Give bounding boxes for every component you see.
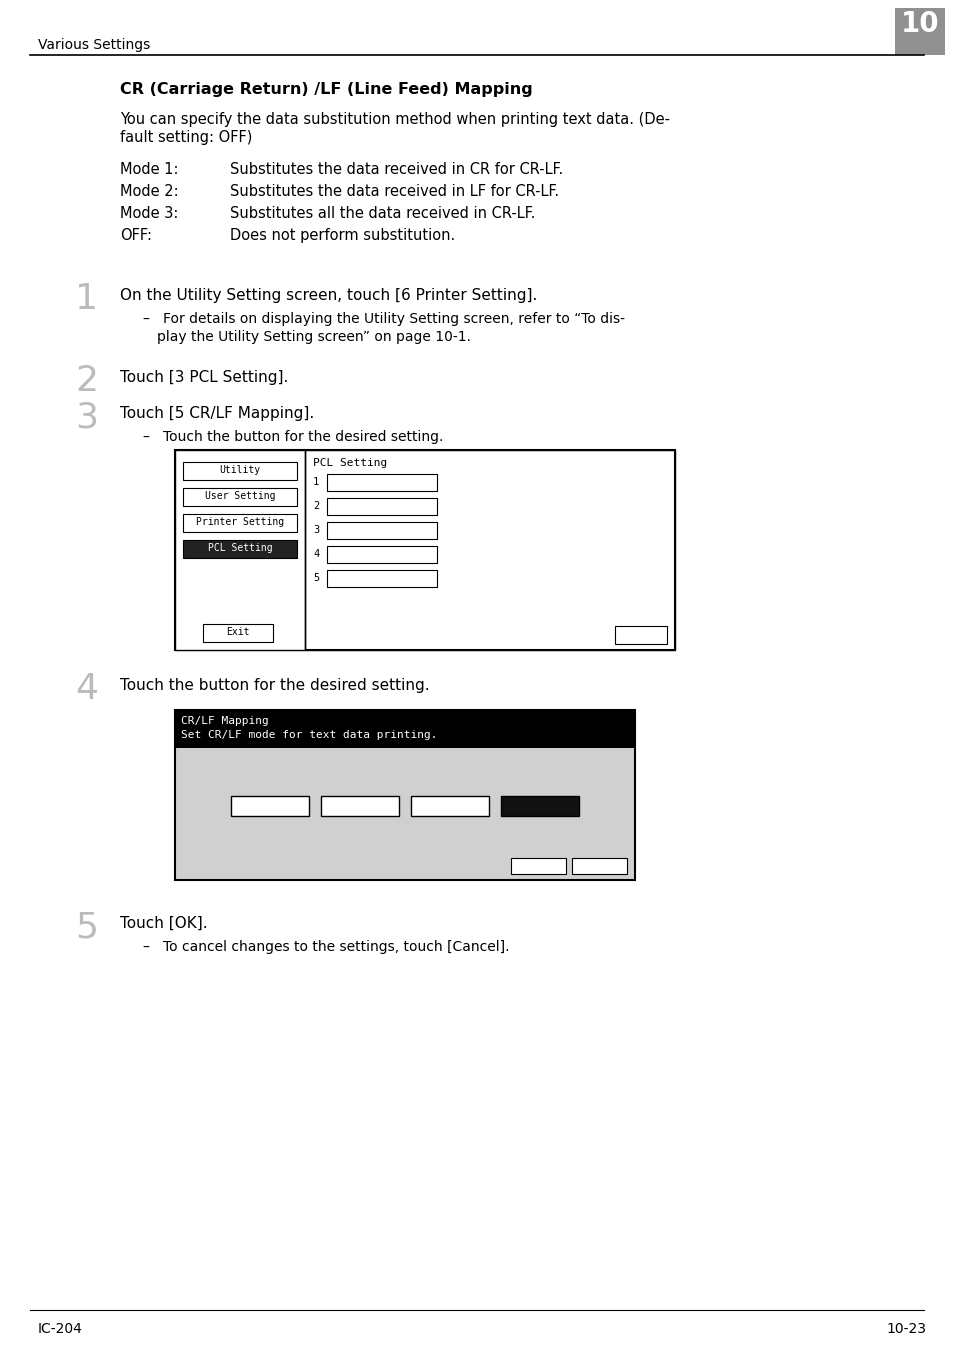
Bar (894, 8, 944, 55)
Text: Substitutes all the data received in CR-LF.: Substitutes all the data received in CR-… (230, 206, 535, 220)
Text: Cancel: Cancel (519, 861, 555, 871)
Text: You can specify the data substitution method when printing text data. (De-: You can specify the data substitution me… (120, 112, 669, 127)
Text: –   Touch the button for the desired setting.: – Touch the button for the desired setti… (143, 430, 443, 443)
Bar (327, 475, 436, 491)
Bar (174, 450, 305, 650)
Text: 2: 2 (313, 502, 319, 511)
Text: Touch [3 PCL Setting].: Touch [3 PCL Setting]. (120, 370, 288, 385)
Text: –   To cancel changes to the settings, touch [Cancel].: – To cancel changes to the settings, tou… (143, 940, 509, 955)
Text: Various Settings: Various Settings (38, 38, 150, 51)
Text: Font Setting: Font Setting (346, 477, 416, 487)
Text: On the Utility Setting screen, touch [6 Printer Setting].: On the Utility Setting screen, touch [6 … (120, 288, 537, 303)
Bar (174, 450, 675, 650)
Text: play the Utility Setting screen” on page 10-1.: play the Utility Setting screen” on page… (157, 330, 471, 343)
Text: OFF:: OFF: (120, 228, 152, 243)
Text: 3: 3 (75, 400, 98, 434)
Text: Mode 1:: Mode 1: (120, 162, 178, 177)
Text: CR/LF Mapping: CR/LF Mapping (343, 573, 419, 583)
Bar (327, 498, 436, 515)
Text: Printer Setting: Printer Setting (195, 516, 284, 527)
Bar (231, 796, 309, 817)
Text: CR (Carriage Return) /LF (Line Feed) Mapping: CR (Carriage Return) /LF (Line Feed) Map… (120, 82, 532, 97)
Text: Touch [5 CR/LF Mapping].: Touch [5 CR/LF Mapping]. (120, 406, 314, 420)
Text: 5: 5 (75, 910, 98, 944)
Text: Utility: Utility (219, 465, 260, 475)
Bar (327, 546, 436, 562)
Bar (174, 710, 635, 880)
Text: 2: 2 (75, 364, 98, 397)
Bar (572, 859, 626, 873)
Bar (320, 796, 398, 817)
Text: Font Size: Font Size (355, 525, 408, 535)
Bar (327, 571, 436, 587)
Text: User Setting: User Setting (205, 491, 275, 502)
Text: 4: 4 (313, 549, 319, 558)
Bar (183, 539, 296, 558)
Text: Mode 1: Mode 1 (250, 800, 290, 810)
Bar (615, 626, 666, 644)
Text: 10-23: 10-23 (885, 1322, 925, 1336)
Text: Set CR/LF mode for text data printing.: Set CR/LF mode for text data printing. (181, 730, 437, 740)
Text: 3: 3 (313, 525, 319, 535)
Text: Line/Page: Line/Page (355, 549, 408, 558)
Bar (511, 859, 565, 873)
Text: IC-204: IC-204 (38, 1322, 83, 1336)
Bar (174, 710, 635, 748)
Text: Exit: Exit (226, 627, 250, 637)
Text: Mode 2: Mode 2 (339, 800, 380, 810)
Text: 1: 1 (313, 477, 319, 487)
Bar (183, 514, 296, 531)
Bar (183, 488, 296, 506)
Bar (305, 450, 675, 650)
Text: Does not perform substitution.: Does not perform substitution. (230, 228, 455, 243)
Text: Touch the button for the desired setting.: Touch the button for the desired setting… (120, 677, 429, 694)
Text: Mode 2:: Mode 2: (120, 184, 178, 199)
Text: Touch [OK].: Touch [OK]. (120, 917, 208, 932)
Text: Substitutes the data received in CR for CR-LF.: Substitutes the data received in CR for … (230, 162, 562, 177)
Text: 1: 1 (75, 283, 98, 316)
Bar (305, 450, 675, 650)
Text: 4: 4 (75, 672, 98, 706)
Bar (203, 625, 273, 642)
Text: Mode 3:: Mode 3: (120, 206, 178, 220)
Text: fault setting: OFF): fault setting: OFF) (120, 130, 253, 145)
Text: –   For details on displaying the Utility Setting screen, refer to “To dis-: – For details on displaying the Utility … (143, 312, 624, 326)
Text: 5: 5 (313, 573, 319, 583)
Text: PCL Setting: PCL Setting (208, 544, 272, 553)
Text: Close: Close (626, 629, 655, 639)
Bar (183, 462, 296, 480)
Text: Substitutes the data received in LF for CR-LF.: Substitutes the data received in LF for … (230, 184, 558, 199)
Text: Mode 3: Mode 3 (429, 800, 470, 810)
Text: 10: 10 (900, 9, 939, 38)
Text: Symbol Set: Symbol Set (353, 502, 411, 511)
Text: OK: OK (593, 861, 604, 871)
Bar (174, 748, 635, 880)
Text: PCL Setting: PCL Setting (313, 458, 387, 468)
Text: CR/LF Mapping: CR/LF Mapping (181, 717, 269, 726)
Text: OFF: OFF (529, 800, 550, 810)
Bar (500, 796, 578, 817)
Bar (327, 522, 436, 539)
Bar (411, 796, 489, 817)
